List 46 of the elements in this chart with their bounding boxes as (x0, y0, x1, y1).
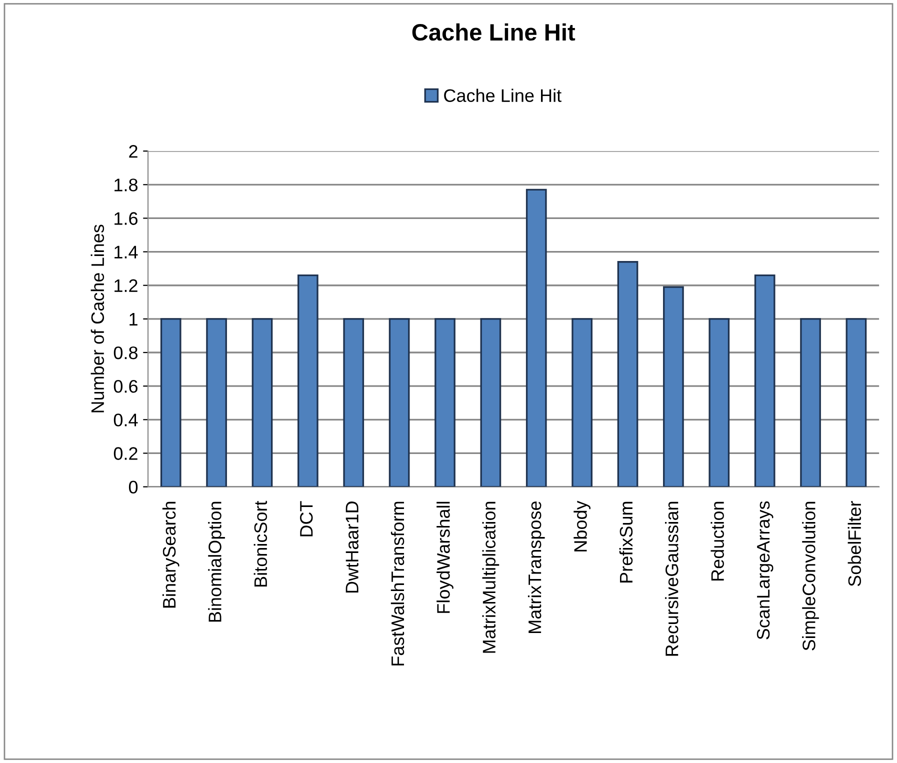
x-tick-label: BitonicSort (254, 500, 268, 587)
y-tick-label: 1.6 (114, 212, 138, 225)
x-tick-label: ScanLargeArrays (756, 501, 774, 640)
x-tick-label: SimpleConvolution (802, 502, 819, 650)
x-tick-label: FastWalshTransform (390, 502, 404, 666)
x-tick-label: SobelFilter (848, 500, 862, 586)
legend-label: Cache Line Hit (444, 88, 562, 102)
bar (663, 286, 684, 487)
y-tick-label: 1 (130, 313, 138, 326)
y-tick-label: 2 (129, 145, 138, 158)
x-tick-label: Reduction (710, 502, 724, 580)
bar (297, 274, 318, 487)
bar (572, 318, 592, 487)
bar (800, 318, 821, 487)
bar (160, 318, 182, 487)
y-tick-label: 1.2 (114, 279, 138, 292)
bar (434, 318, 456, 487)
bar (343, 318, 364, 487)
x-tick-label: FloydWarshall (436, 502, 454, 613)
x-tick-label: RecursiveGaussian (665, 502, 678, 656)
bar (708, 318, 730, 487)
bar (480, 318, 502, 487)
bar (617, 261, 638, 487)
y-tick-label: 0.2 (114, 447, 138, 460)
x-tick-label: DwtHaar1D (346, 502, 358, 593)
bar (388, 318, 410, 487)
y-tick-label: 1.8 (114, 178, 138, 192)
bar (754, 274, 776, 487)
bar (206, 318, 227, 487)
bar (526, 188, 547, 487)
x-tick-label: MatrixTranspose (528, 501, 545, 633)
y-tick-label: 0.8 (114, 346, 138, 360)
bar (252, 318, 273, 487)
x-tick-label: BinomialOption (208, 502, 225, 622)
y-axis-title: Number of Cache Lines (90, 224, 104, 412)
x-tick-label: DCT (300, 501, 313, 536)
y-tick-label: 0 (128, 480, 138, 494)
y-tick-label: 0.6 (114, 380, 138, 393)
y-tick-label: 1.4 (114, 246, 138, 258)
x-tick-label: BinarySearch (162, 502, 180, 608)
chart-title: Cache Line Hit (412, 23, 576, 41)
x-tick-label: MatrixMultiplication (482, 502, 500, 653)
x-tick-label: Nbody (574, 500, 590, 552)
y-tick-label: 0.4 (114, 414, 138, 426)
x-tick-label: PrefixSum (619, 502, 633, 582)
bar (846, 318, 867, 487)
